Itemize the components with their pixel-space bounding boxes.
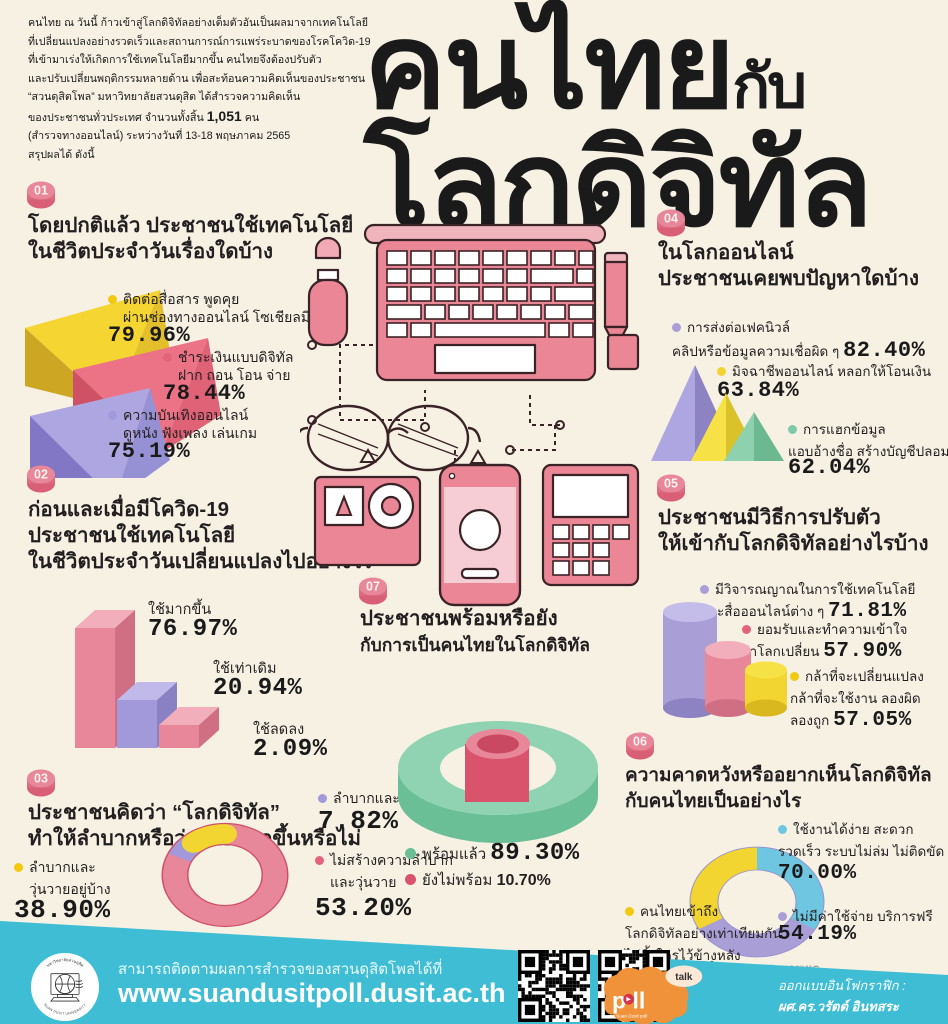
svg-text:02: 02: [34, 468, 48, 482]
svg-text:talk: talk: [675, 972, 693, 983]
svg-text:06: 06: [633, 735, 647, 749]
svg-text:by Suan Dusit poll: by Suan Dusit poll: [610, 1014, 647, 1019]
svg-text:01: 01: [34, 184, 48, 198]
svg-text:03: 03: [34, 772, 48, 786]
